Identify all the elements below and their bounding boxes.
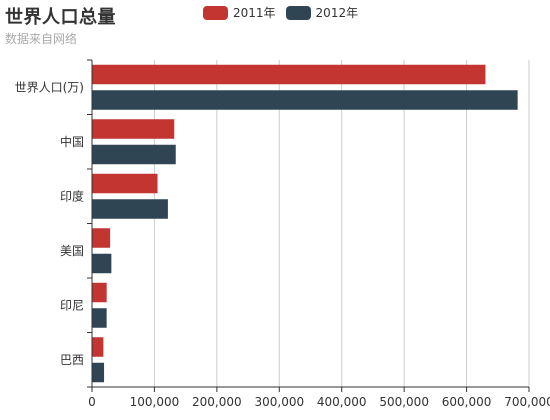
legend-swatch-2011: [203, 5, 228, 20]
bar-2012: [92, 144, 176, 165]
bar-2011: [92, 228, 111, 248]
legend-label-2012: 2012年: [315, 6, 359, 20]
x-tick-label: 500,000: [379, 395, 429, 409]
bar-2012: [92, 362, 105, 383]
bar-2012: [92, 253, 112, 274]
bar-2011: [92, 173, 158, 194]
y-tick-label: 印度: [60, 188, 84, 203]
chart-subtitle: 数据来自网络: [5, 32, 78, 46]
y-tick-label: 中国: [60, 134, 84, 149]
x-tick-label: 200,000: [192, 395, 242, 409]
bar-2012: [92, 90, 518, 110]
x-tick-label: 100,000: [130, 395, 180, 409]
x-tick-label: 0: [88, 395, 96, 409]
bar-2011: [92, 282, 107, 303]
legend-label-2011: 2011年: [233, 6, 276, 20]
legend-swatch-2012: [285, 5, 311, 20]
bar-2011: [92, 337, 104, 357]
x-tick-label: 600,000: [442, 395, 492, 409]
bar-2011: [92, 64, 486, 85]
bar-2012: [92, 308, 107, 328]
y-tick-label: 美国: [60, 244, 84, 258]
y-tick-label: 印尼: [60, 298, 84, 312]
chart-legend: 2011年 2012年: [203, 4, 368, 21]
legend-item-2012[interactable]: 2012年: [285, 4, 359, 21]
bar-2011: [92, 119, 175, 139]
y-tick-label: 世界人口(万): [15, 80, 84, 94]
chart-title: 世界人口总量: [5, 7, 116, 28]
x-tick-label: 400,000: [317, 395, 367, 409]
legend-item-2011[interactable]: 2011年: [203, 4, 276, 21]
x-tick-label: 700,000: [504, 395, 550, 409]
bar-2012: [92, 199, 168, 219]
y-tick-label: 巴西: [60, 353, 84, 367]
x-tick-label: 300,000: [254, 395, 304, 409]
